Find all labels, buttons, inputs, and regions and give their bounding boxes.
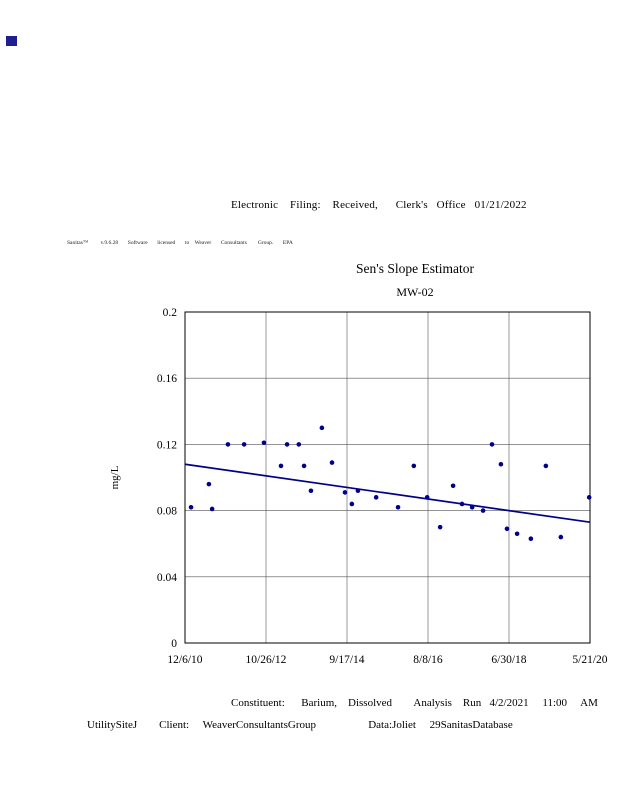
data-point (489, 442, 495, 447)
data-point (278, 463, 284, 469)
data-point (586, 495, 592, 500)
data-point (284, 442, 290, 447)
data-point (319, 425, 325, 431)
y-tick-label: 0.16 (157, 373, 177, 385)
data-point (349, 501, 355, 507)
data-point (329, 460, 335, 465)
chart-subtitle: MW-02 (396, 285, 434, 299)
data-point (225, 442, 231, 447)
corner-marker-icon (6, 36, 17, 46)
license-line: Sanitas™ v.9.6.28 Software licensed to W… (67, 240, 293, 246)
data-point (395, 504, 401, 510)
y-tick-label: 0.12 (157, 439, 177, 451)
data-point (514, 531, 520, 537)
chart-title: Sen's Slope Estimator (356, 261, 474, 276)
footer-constituent-line: Constituent: Barium, Dissolved Analysis … (231, 697, 598, 709)
data-point (206, 481, 212, 487)
x-tick-label: 12/6/10 (167, 654, 202, 666)
data-point (504, 526, 510, 532)
x-tick-label: 5/21/20 (572, 654, 607, 666)
data-point (261, 440, 267, 446)
y-axis-label: mg/L (109, 465, 121, 489)
data-point (296, 442, 302, 447)
sen-slope-trend-line (184, 463, 591, 524)
data-point (528, 536, 534, 542)
footer-site-line: UtilitySiteJ Client: WeaverConsultantsGr… (87, 719, 513, 731)
data-point (301, 463, 307, 469)
data-point (459, 501, 465, 507)
data-point (437, 524, 443, 530)
data-point (373, 495, 379, 500)
y-tick-label: 0 (171, 638, 177, 650)
data-point (498, 461, 504, 467)
x-tick-label: 6/30/18 (491, 654, 526, 666)
data-point (411, 463, 417, 469)
x-tick-label: 8/8/16 (413, 654, 443, 666)
y-tick-label: 0.04 (157, 572, 177, 584)
data-point (543, 463, 549, 469)
data-point (558, 534, 564, 540)
data-point (342, 490, 348, 495)
filing-header: Electronic Filing: Received, Clerk's Off… (231, 199, 527, 211)
data-point (450, 483, 456, 489)
y-tick-label: 0.08 (157, 506, 177, 518)
y-tick-label: 0.2 (163, 307, 178, 319)
data-point (308, 488, 314, 494)
sens-slope-chart: 12/6/10 10/26/12 9/17/14 8/8/16 6/30/18 5/21/… (88, 300, 618, 685)
x-tick-label: 9/17/14 (329, 654, 364, 666)
data-point (469, 504, 475, 510)
data-point (209, 506, 215, 512)
x-tick-label: 10/26/12 (246, 654, 287, 666)
data-point (480, 508, 486, 513)
data-point (241, 442, 247, 447)
data-point (355, 488, 361, 494)
plot-border (184, 311, 591, 644)
data-point (188, 504, 194, 510)
scatter-plot: 12/6/10 10/26/12 9/17/14 8/8/16 6/30/18 5/21/… (109, 307, 608, 666)
data-point (424, 495, 430, 500)
